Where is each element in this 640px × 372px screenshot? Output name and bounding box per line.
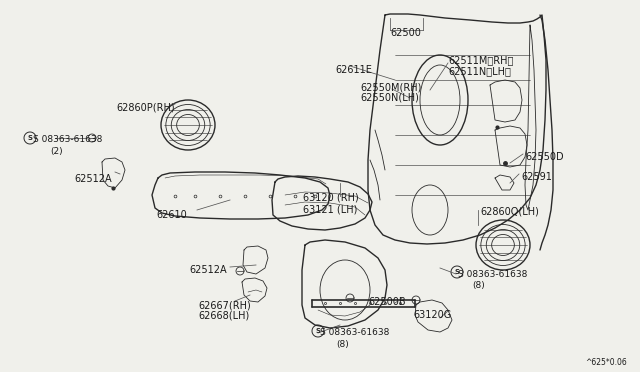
Text: 62500B: 62500B	[368, 297, 406, 307]
Text: ^625*0.06: ^625*0.06	[585, 358, 627, 367]
Text: 62512A: 62512A	[189, 265, 227, 275]
Text: (8): (8)	[336, 340, 349, 349]
Text: (8): (8)	[472, 281, 484, 290]
Text: 62860P(RH): 62860P(RH)	[116, 102, 175, 112]
Text: 62500: 62500	[390, 28, 421, 38]
Text: S 08363-61638: S 08363-61638	[33, 135, 102, 144]
Text: 63120G: 63120G	[413, 310, 451, 320]
Text: 62511M〈RH〉: 62511M〈RH〉	[448, 55, 513, 65]
Text: 63120 (RH): 63120 (RH)	[303, 193, 359, 203]
Text: 62550M(RH): 62550M(RH)	[360, 82, 421, 92]
Text: 62591: 62591	[521, 172, 552, 182]
Text: S 08363-61638: S 08363-61638	[458, 270, 527, 279]
Text: 62550N(LH): 62550N(LH)	[360, 93, 419, 103]
Text: 62550D: 62550D	[525, 152, 564, 162]
Text: S: S	[28, 135, 33, 141]
Text: S 08363-61638: S 08363-61638	[320, 328, 389, 337]
Text: 62611E: 62611E	[335, 65, 372, 75]
Text: S: S	[454, 269, 460, 275]
Text: 62860Q(LH): 62860Q(LH)	[480, 207, 539, 217]
Text: (2): (2)	[50, 147, 63, 156]
Text: 63121 (LH): 63121 (LH)	[303, 204, 357, 214]
Text: 62511N〈LH〉: 62511N〈LH〉	[448, 66, 511, 76]
Text: 62512A: 62512A	[74, 174, 111, 184]
Text: 62667(RH): 62667(RH)	[198, 300, 251, 310]
Text: 62668(LH): 62668(LH)	[198, 311, 249, 321]
Text: S: S	[316, 328, 321, 334]
Text: 62610: 62610	[156, 210, 187, 220]
